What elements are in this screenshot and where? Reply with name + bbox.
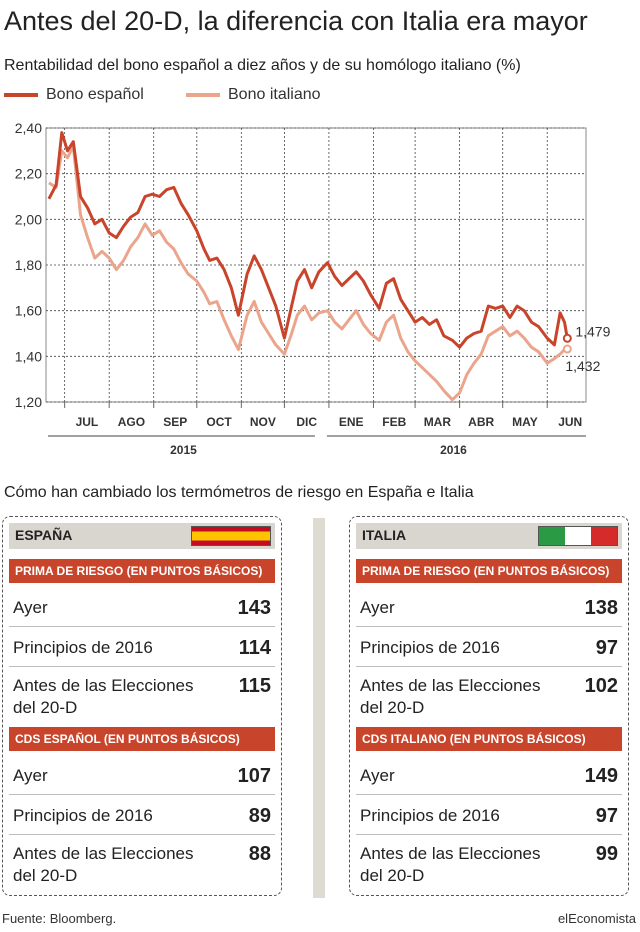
- italy-prima-header: PRIMA DE RIESGO (EN PUNTOS BÁSICOS): [356, 559, 622, 583]
- spain-flag-icon: [191, 526, 271, 546]
- italy-cds-row: Ayer 149: [356, 755, 622, 795]
- end-marker-spain: [562, 333, 572, 343]
- series-line-spain: [47, 131, 569, 349]
- y-tick-label: 1,40: [15, 348, 42, 364]
- italy-prima-row: Ayer 138: [356, 587, 622, 627]
- row-label: Ayer: [13, 598, 48, 617]
- row-value: 102: [584, 675, 618, 697]
- italy-panel: ITALIA PRIMA DE RIESGO (EN PUNTOS BÁSICO…: [349, 516, 629, 896]
- italy-flag-icon: [538, 526, 618, 546]
- row-value: 149: [584, 765, 618, 787]
- legend-swatch-italy: [186, 93, 220, 97]
- y-tick-label: 2,40: [15, 120, 42, 136]
- spain-panel: ESPAÑA PRIMA DE RIESGO (EN PUNTOS BÁSICO…: [2, 516, 282, 896]
- row-label: Principios de 2016: [13, 638, 153, 657]
- row-label: Antes de las Elecciones del 20-D: [360, 844, 541, 885]
- spain-cds-row: Ayer 107: [9, 755, 275, 795]
- x-tick-label: FEB: [382, 415, 406, 429]
- row-value: 89: [248, 805, 271, 827]
- x-tick-label: OCT: [206, 415, 232, 429]
- row-value: 107: [237, 765, 271, 787]
- legend-label-italy: Bono italiano: [228, 86, 321, 103]
- row-label: Principios de 2016: [360, 638, 500, 657]
- italy-cds-row: Antes de las Elecciones del 20-D 99: [356, 835, 622, 891]
- x-tick-label: JUL: [76, 415, 99, 429]
- x-tick-label: MAY: [512, 415, 538, 429]
- legend-label-spain: Bono español: [46, 86, 144, 103]
- series-line-italy: [48, 144, 568, 402]
- x-tick-label: SEP: [163, 415, 187, 429]
- y-tick-label: 1,80: [15, 257, 42, 273]
- spain-cds-header: CDS ESPAÑOL (EN PUNTOS BÁSICOS): [9, 727, 275, 751]
- row-label: Ayer: [13, 766, 48, 785]
- x-tick-label: ENE: [339, 415, 364, 429]
- row-label: Antes de las Elecciones del 20-D: [360, 676, 541, 717]
- y-tick-label: 1,20: [15, 394, 42, 410]
- year-label: 2015: [170, 443, 197, 457]
- row-label: Antes de las Elecciones del 20-D: [13, 844, 194, 885]
- page-title: Antes del 20-D, la diferencia con Italia…: [4, 6, 588, 36]
- end-label-italy: 1,432: [565, 358, 600, 374]
- brand-logo: elEconomista: [557, 911, 636, 926]
- row-value: 88: [248, 843, 271, 865]
- end-marker-italy: [562, 344, 572, 354]
- y-tick-label: 1,60: [15, 303, 42, 319]
- row-value: 138: [584, 597, 618, 619]
- line-chart: 2,40 2,20 2,00 1,80 1,60 1,40 1,20 JUL AGO SEP OCT…: [15, 120, 611, 457]
- x-tick-label: DIC: [296, 415, 317, 429]
- spain-header: ESPAÑA: [9, 523, 275, 549]
- legend-item-spain: Bono español: [4, 86, 144, 104]
- x-tick-label: MAR: [424, 415, 452, 429]
- y-tick-label: 2,00: [15, 211, 42, 227]
- italy-prima-row: Principios de 2016 97: [356, 627, 622, 667]
- spain-prima-header: PRIMA DE RIESGO (EN PUNTOS BÁSICOS): [9, 559, 275, 583]
- italy-cds-header: CDS ITALIANO (EN PUNTOS BÁSICOS): [356, 727, 622, 751]
- row-label: Antes de las Elecciones del 20-D: [13, 676, 194, 717]
- italy-prima-row: Antes de las Elecciones del 20-D 102: [356, 667, 622, 725]
- y-tick-label: 2,20: [15, 166, 42, 182]
- spain-cds-row: Principios de 2016 89: [9, 795, 275, 835]
- x-tick-label: AGO: [118, 415, 145, 429]
- x-tick-label: ABR: [468, 415, 494, 429]
- legend-item-italy: Bono italiano: [186, 86, 321, 104]
- row-value: 97: [595, 637, 618, 659]
- legend-swatch-spain: [4, 93, 38, 97]
- spain-country-name: ESPAÑA: [15, 527, 73, 543]
- row-label: Ayer: [360, 598, 395, 617]
- row-value: 97: [595, 805, 618, 827]
- spain-cds-row: Antes de las Elecciones del 20-D 88: [9, 835, 275, 891]
- panel-divider: [313, 518, 325, 898]
- end-label-spain: 1,479: [575, 323, 610, 339]
- row-label: Principios de 2016: [360, 806, 500, 825]
- spain-prima-row: Antes de las Elecciones del 20-D 115: [9, 667, 275, 725]
- row-value: 99: [595, 843, 618, 865]
- italy-country-name: ITALIA: [362, 527, 407, 543]
- italy-cds-row: Principios de 2016 97: [356, 795, 622, 835]
- year-label: 2016: [440, 443, 467, 457]
- row-value: 143: [237, 597, 271, 619]
- x-tick-label: NOV: [250, 415, 276, 429]
- spain-prima-row: Ayer 143: [9, 587, 275, 627]
- row-value: 114: [238, 637, 271, 659]
- row-label: Principios de 2016: [13, 806, 153, 825]
- italy-header: ITALIA: [356, 523, 622, 549]
- section-title: Cómo han cambiado los termómetros de rie…: [4, 484, 474, 501]
- chart-subtitle: Rentabilidad del bono español a diez año…: [4, 57, 521, 74]
- row-value: 115: [238, 675, 271, 697]
- row-label: Ayer: [360, 766, 395, 785]
- source-note: Fuente: Bloomberg.: [2, 911, 117, 926]
- chart-legend: Bono español Bono italiano: [0, 86, 640, 108]
- x-tick-label: JUN: [558, 415, 582, 429]
- spain-prima-row: Principios de 2016 114: [9, 627, 275, 667]
